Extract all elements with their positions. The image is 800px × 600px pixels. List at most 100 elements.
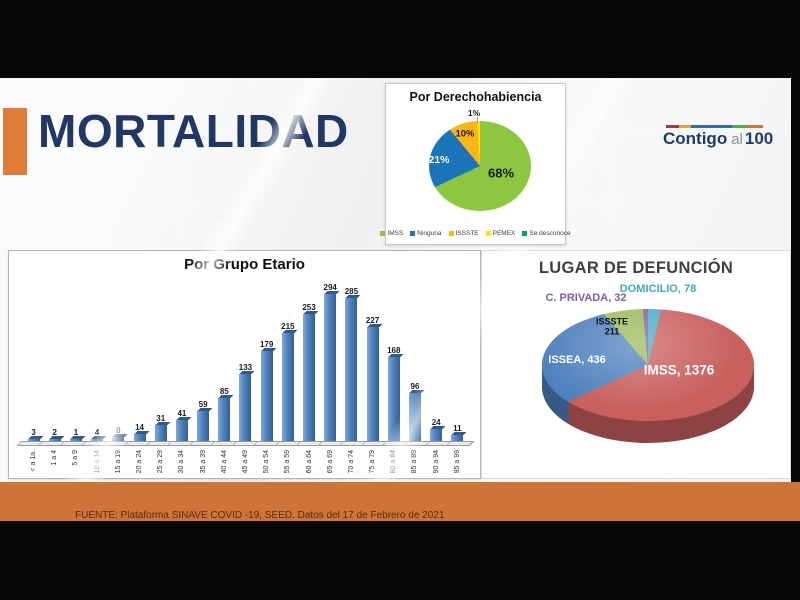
bar bbox=[133, 434, 146, 441]
bar-value-label: 215 bbox=[281, 322, 295, 331]
bar-value-label: 85 bbox=[219, 387, 229, 396]
logo-word-contigo: Contigo bbox=[663, 129, 728, 148]
grupo-etario-chart-title: Por Grupo Etario bbox=[184, 256, 305, 273]
bar-category-label: 30 a 34 bbox=[178, 450, 186, 474]
top-letterbox-bar bbox=[0, 0, 800, 78]
bar-category-label: 1 a 4 bbox=[51, 450, 59, 466]
bar-tick-cell: 70 a 74 bbox=[341, 450, 362, 480]
bar-category-label: 20 a 24 bbox=[136, 450, 144, 474]
bar-category-label: 75 a 79 bbox=[369, 450, 377, 474]
bar-slot: 294 bbox=[320, 284, 341, 441]
legend-swatch bbox=[485, 231, 491, 236]
bar-slot: 14 bbox=[129, 424, 150, 441]
legend-swatch bbox=[448, 231, 454, 236]
bar-slot: 11 bbox=[447, 425, 468, 441]
bar bbox=[303, 314, 316, 441]
bar-category-label: 40 a 44 bbox=[220, 450, 228, 474]
bar bbox=[387, 357, 400, 441]
logo-bar-segment bbox=[747, 125, 763, 128]
lugar-defuncion-chart: LUGAR DE DEFUNCIÓN DOMICILIO, 78 C. PRIV… bbox=[481, 250, 791, 479]
bar bbox=[366, 327, 379, 441]
bar-tick-cell: 75 a 79 bbox=[362, 450, 383, 480]
pie-data-label-domicilio: DOMICILIO, 78 bbox=[619, 283, 697, 295]
bar-tick-cell: 50 a 54 bbox=[256, 450, 277, 480]
bar-slot: 85 bbox=[214, 388, 235, 441]
legend-label: Se desconoce bbox=[529, 230, 571, 237]
bar bbox=[260, 351, 273, 441]
bar-value-label: 3 bbox=[31, 428, 36, 437]
footer-band bbox=[0, 482, 800, 521]
bar-tick-cell: 1 a 4 bbox=[44, 450, 65, 480]
bar bbox=[112, 437, 125, 441]
logo-word-al: al bbox=[731, 131, 743, 148]
bar-value-label: 8 bbox=[116, 426, 121, 435]
bar bbox=[197, 411, 210, 441]
bar bbox=[430, 429, 443, 441]
bar bbox=[408, 393, 421, 441]
bar-tick-cell: 10 a 14 bbox=[87, 450, 108, 480]
lugar-defuncion-chart-title: LUGAR DE DEFUNCIÓN bbox=[538, 259, 734, 277]
bar-category-label: 90 a 94 bbox=[432, 450, 440, 474]
bar-value-label: 227 bbox=[365, 316, 380, 325]
bar-tick-cell: 25 a 29 bbox=[150, 450, 171, 480]
legend-label: IMSS bbox=[387, 230, 404, 237]
page-title: MORTALIDAD bbox=[38, 105, 349, 157]
bar-slot: 31 bbox=[150, 415, 171, 441]
legend-item: IMSS bbox=[380, 230, 403, 237]
legend-item: Se desconoce bbox=[522, 230, 571, 237]
bar-slot: 1 bbox=[65, 429, 86, 441]
bar-category-label: 5 a 9 bbox=[72, 450, 80, 466]
bar-value-label: 14 bbox=[135, 423, 144, 432]
legend-swatch bbox=[522, 231, 528, 236]
pie-top-face bbox=[542, 309, 754, 421]
bar-tick-cell: 35 a 39 bbox=[193, 450, 214, 480]
bar bbox=[451, 435, 464, 441]
grupo-etario-chart: Por Grupo Etario 3 2 1 4 8 14 31 41 59 85 133 179 21… bbox=[8, 250, 481, 479]
bar-category-label: 55 a 59 bbox=[284, 450, 292, 474]
bar-tick-cell: 55 a 59 bbox=[277, 450, 298, 480]
bar-category-label: 85 a 89 bbox=[411, 450, 419, 474]
bar-tick-cell: 15 a 19 bbox=[108, 450, 129, 480]
bar-slot: 41 bbox=[171, 410, 192, 441]
bar-slot: 2 bbox=[44, 429, 65, 441]
bar-tick-cell: 40 a 44 bbox=[214, 450, 235, 480]
bar-tick-cell: 85 a 89 bbox=[404, 450, 425, 480]
bar-slot: 227 bbox=[362, 317, 383, 441]
bar-value-label: 4 bbox=[94, 428, 100, 437]
bar-tick-cell: 30 a 34 bbox=[171, 450, 192, 480]
bar-category-label: 95 a 99 bbox=[453, 450, 461, 474]
bar bbox=[175, 420, 188, 441]
bar bbox=[281, 333, 294, 441]
bar-tick-cell: < a 1a. bbox=[23, 450, 44, 480]
logo-text: Contigo al 100 bbox=[663, 129, 773, 149]
pie-gloss-highlight bbox=[542, 309, 754, 421]
bar bbox=[218, 398, 231, 441]
bar-tick-cell: 95 a 99 bbox=[447, 450, 468, 480]
pie-slice-label-ninguna: 21% bbox=[428, 154, 450, 166]
bar-slot: 8 bbox=[108, 427, 129, 441]
contigo-al-100-logo: Contigo al 100 bbox=[663, 125, 773, 149]
bar-value-label: 2 bbox=[52, 428, 57, 437]
bar bbox=[154, 425, 167, 441]
legend-item: PEMEX bbox=[485, 230, 515, 237]
bar-slot: 215 bbox=[277, 323, 298, 441]
legend-item: Ninguna bbox=[410, 230, 442, 237]
pie-slice-label-issste: 10% bbox=[455, 128, 475, 140]
bar-slot: 285 bbox=[341, 288, 362, 441]
bar-value-label: 41 bbox=[177, 409, 187, 418]
bar-ticks-row: < a 1a. 1 a 4 5 a 9 10 a 14 15 a 19 20 a 24 25… bbox=[23, 450, 468, 480]
bar-category-label: 80 a 84 bbox=[390, 450, 398, 474]
bar-category-label: 50 a 54 bbox=[263, 450, 271, 474]
bar-tick-cell: 45 a 49 bbox=[235, 450, 256, 480]
pie-data-label-c-privada: C. PRIVADA, 32 bbox=[545, 292, 627, 304]
bar-floor-tick bbox=[447, 442, 473, 445]
bottom-letterbox-bar bbox=[0, 521, 800, 600]
bar-tick-cell: 65 a 69 bbox=[320, 450, 341, 480]
bar-slot: 4 bbox=[87, 429, 108, 441]
legend-label: Ninguna bbox=[417, 230, 442, 237]
bar-value-label: 24 bbox=[431, 418, 441, 427]
bar-category-label: 45 a 49 bbox=[241, 450, 249, 474]
bar-slot: 24 bbox=[426, 419, 447, 441]
logo-bar-segment bbox=[691, 125, 732, 128]
